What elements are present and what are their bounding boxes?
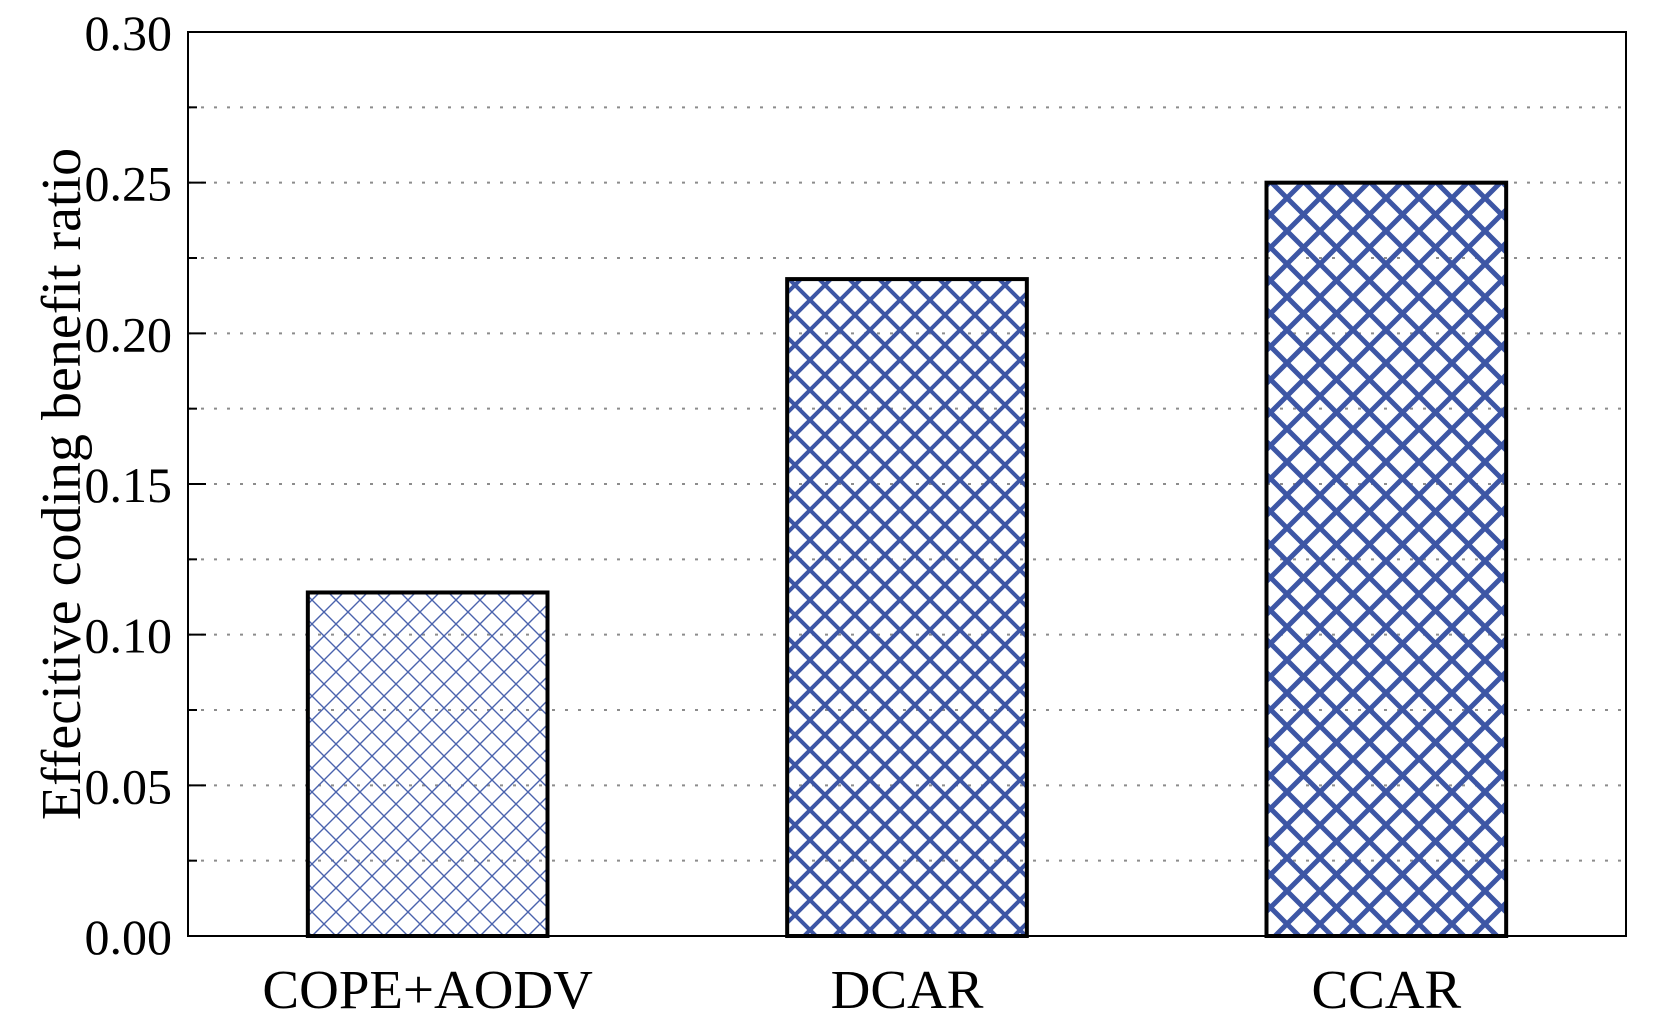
y-tick-label: 0.15	[85, 457, 173, 513]
y-axis-ticks	[188, 106, 206, 862]
y-tick-label: 0.10	[85, 608, 173, 664]
bars	[305, 180, 1509, 938]
y-tick-labels: 0.00 0.05 0.10 0.15 0.20 0.25 0.30	[85, 5, 173, 965]
y-axis-title: Effecitive coding benefit ratio	[31, 148, 93, 820]
bar-ccar	[1264, 180, 1509, 938]
plot-border	[187, 31, 1627, 937]
x-tick-labels: COPE+AODV DCAR CCAR	[262, 959, 1461, 1020]
x-tick-label: COPE+AODV	[262, 959, 593, 1020]
bar-cope-aodv	[305, 590, 550, 938]
y-tick-label: 0.00	[85, 909, 173, 965]
y-tick-label: 0.30	[85, 5, 173, 61]
x-tick-label: DCAR	[831, 959, 984, 1020]
y-tick-label: 0.05	[85, 758, 173, 814]
bar-dcar	[785, 277, 1029, 938]
y-tick-label: 0.20	[85, 306, 173, 362]
y-tick-label: 0.25	[85, 156, 173, 212]
x-tick-label: CCAR	[1311, 959, 1461, 1020]
